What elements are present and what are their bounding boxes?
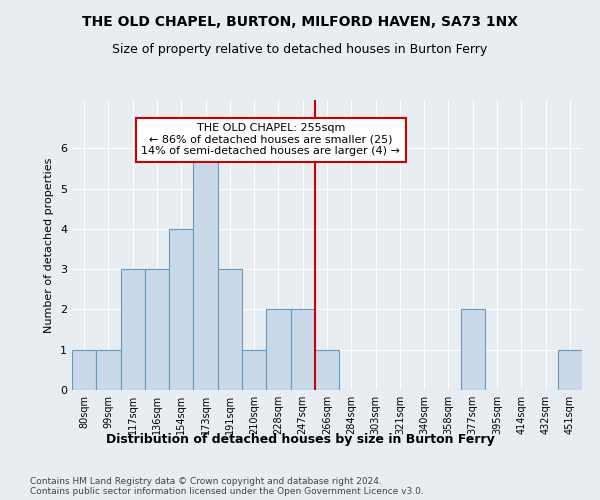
Bar <box>558 350 582 390</box>
Y-axis label: Number of detached properties: Number of detached properties <box>44 158 55 332</box>
Bar <box>315 350 339 390</box>
Text: Contains HM Land Registry data © Crown copyright and database right 2024.: Contains HM Land Registry data © Crown c… <box>30 478 382 486</box>
Text: THE OLD CHAPEL, BURTON, MILFORD HAVEN, SA73 1NX: THE OLD CHAPEL, BURTON, MILFORD HAVEN, S… <box>82 15 518 29</box>
Text: THE OLD CHAPEL: 255sqm
← 86% of detached houses are smaller (25)
14% of semi-det: THE OLD CHAPEL: 255sqm ← 86% of detached… <box>142 123 400 156</box>
Bar <box>290 310 315 390</box>
Bar <box>193 148 218 390</box>
Bar <box>145 269 169 390</box>
Bar <box>72 350 96 390</box>
Bar <box>461 310 485 390</box>
Bar <box>121 269 145 390</box>
Text: Distribution of detached houses by size in Burton Ferry: Distribution of detached houses by size … <box>106 432 494 446</box>
Bar <box>218 269 242 390</box>
Text: Contains public sector information licensed under the Open Government Licence v3: Contains public sector information licen… <box>30 488 424 496</box>
Bar <box>242 350 266 390</box>
Bar <box>169 229 193 390</box>
Bar <box>96 350 121 390</box>
Text: Size of property relative to detached houses in Burton Ferry: Size of property relative to detached ho… <box>112 42 488 56</box>
Bar <box>266 310 290 390</box>
